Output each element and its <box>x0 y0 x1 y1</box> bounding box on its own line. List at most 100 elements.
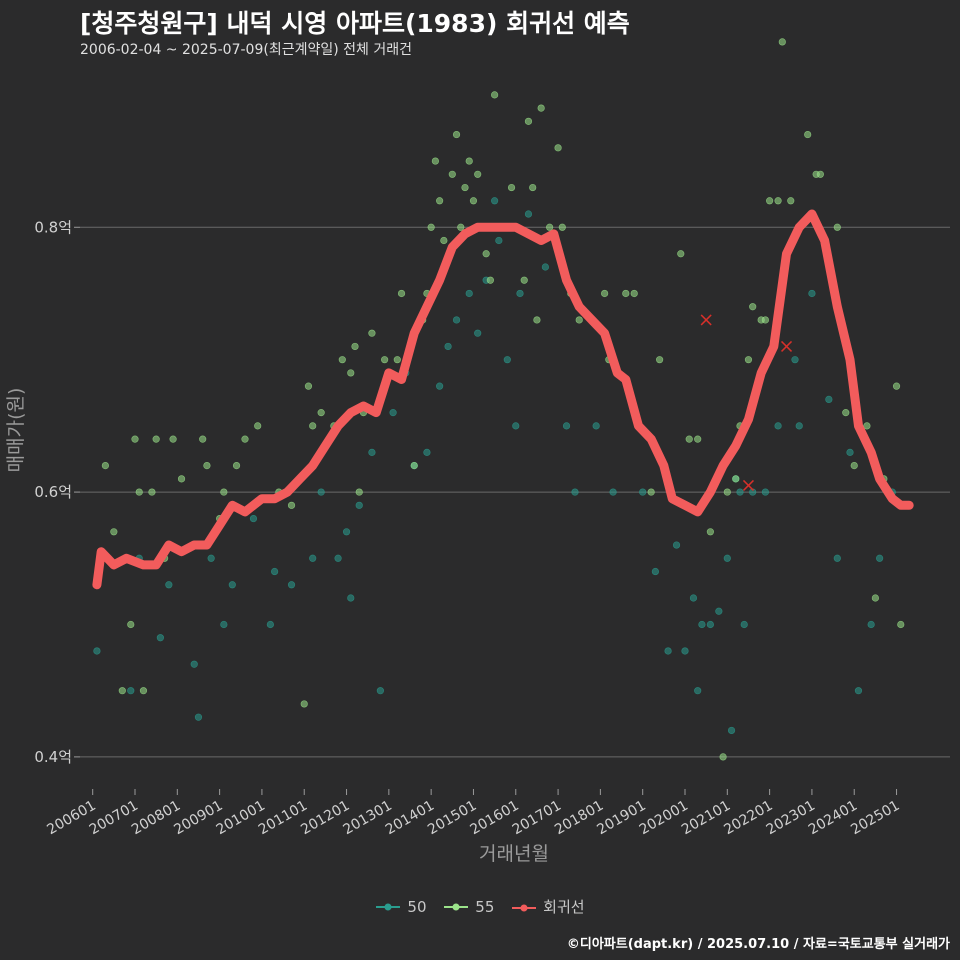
data-point-50 <box>571 488 579 496</box>
data-point-55 <box>546 223 554 231</box>
data-point-55 <box>601 289 609 298</box>
data-point-55 <box>381 356 389 364</box>
data-point-50 <box>474 329 482 337</box>
data-point-50 <box>808 289 816 298</box>
data-point-55 <box>749 303 757 311</box>
legend-item-50: 50 <box>375 898 427 916</box>
data-point-55 <box>241 435 249 443</box>
data-point-55 <box>732 475 740 483</box>
data-point-55 <box>127 620 135 629</box>
data-point-55 <box>630 289 638 298</box>
outlier-marker <box>700 314 712 326</box>
data-point-55 <box>304 382 313 390</box>
data-point-55 <box>101 462 109 470</box>
outlier-markers <box>700 314 793 491</box>
legend-swatch-regression-icon <box>512 904 537 911</box>
data-point-55 <box>892 382 901 390</box>
data-point-50 <box>639 488 647 496</box>
data-point-55 <box>558 223 566 231</box>
chart-subtitle: 2006-02-04 ~ 2025-07-09(최근계약일) 전체 거래건 <box>80 42 412 58</box>
data-point-55 <box>431 157 439 165</box>
data-point-50 <box>165 581 173 589</box>
data-point-50 <box>287 581 296 589</box>
data-point-50 <box>774 422 782 430</box>
data-point-55 <box>448 170 456 178</box>
source-caption: ©디아파트(dapt.kr) / 2025.07.10 / 자료=국토교통부 실… <box>566 937 950 952</box>
data-point-55 <box>744 356 753 364</box>
data-point-55 <box>529 183 537 192</box>
legend-item-55: 55 <box>443 898 494 916</box>
data-point-55 <box>706 528 714 536</box>
data-point-50 <box>156 634 164 642</box>
data-point-55 <box>774 197 782 205</box>
legend-label-regression: 회귀선 <box>543 898 585 916</box>
outlier-cross-b <box>781 340 793 352</box>
data-point-50 <box>833 554 841 562</box>
data-point-50 <box>368 448 376 456</box>
data-point-55 <box>622 289 630 298</box>
data-points <box>93 38 905 761</box>
data-point-55 <box>833 223 841 231</box>
data-point-55 <box>787 197 795 205</box>
data-point-55 <box>694 435 702 443</box>
data-point-50 <box>541 263 549 271</box>
data-point-50 <box>207 554 215 562</box>
data-point-55 <box>871 594 879 602</box>
data-point-50 <box>271 567 279 576</box>
data-point-50 <box>491 197 499 205</box>
data-point-55 <box>118 687 126 695</box>
data-point-55 <box>469 197 478 205</box>
data-point-50 <box>317 488 325 496</box>
data-point-50 <box>194 713 203 721</box>
y-tick-label: 0.8억 <box>34 218 72 236</box>
data-point-55 <box>537 104 545 112</box>
data-point-50 <box>228 581 236 589</box>
data-point-50 <box>694 687 702 695</box>
data-point-50 <box>740 620 748 629</box>
data-point-55 <box>719 753 727 761</box>
data-point-50 <box>791 356 799 364</box>
legend-item-regression: 회귀선 <box>511 896 585 917</box>
data-point-55 <box>656 356 664 364</box>
data-point-55 <box>135 488 143 496</box>
data-point-50 <box>334 554 342 562</box>
data-point-50 <box>93 647 101 655</box>
data-point-55 <box>393 356 401 364</box>
data-point-55 <box>397 289 406 298</box>
data-point-50 <box>876 554 884 562</box>
data-point-55 <box>148 488 156 496</box>
data-point-50 <box>681 647 689 655</box>
legend-swatch-55-icon <box>444 903 469 911</box>
data-point-50 <box>512 422 520 430</box>
regression-line <box>92 209 914 590</box>
data-point-50 <box>452 316 461 324</box>
data-point-50 <box>127 687 135 695</box>
data-point-55 <box>199 435 207 443</box>
data-point-50 <box>867 620 875 629</box>
data-point-55 <box>309 422 317 430</box>
data-point-55 <box>347 369 355 377</box>
scatter-chart: 0.4억 0.6억 0.8억 200601200701200801200901201… <box>5 38 950 865</box>
data-point-50 <box>651 567 659 576</box>
legend: 50 55 회귀선 <box>0 896 960 917</box>
data-point-50 <box>664 647 672 655</box>
data-point-50 <box>190 660 198 668</box>
data-point-55 <box>355 488 363 496</box>
data-point-55 <box>863 422 871 430</box>
data-point-50 <box>503 356 511 364</box>
data-point-50 <box>524 210 533 218</box>
data-point-55 <box>351 342 359 351</box>
data-point-55 <box>647 488 655 496</box>
data-point-55 <box>482 250 490 258</box>
data-point-55 <box>177 475 186 483</box>
data-point-50 <box>347 594 355 602</box>
data-point-50 <box>727 726 736 735</box>
data-point-55 <box>317 409 325 417</box>
data-point-50 <box>436 382 444 390</box>
gridlines <box>80 226 950 758</box>
data-point-50 <box>495 236 503 245</box>
data-point-55 <box>139 687 148 695</box>
data-point-50 <box>342 528 351 536</box>
data-point-50 <box>795 422 803 430</box>
data-point-55 <box>131 435 139 443</box>
